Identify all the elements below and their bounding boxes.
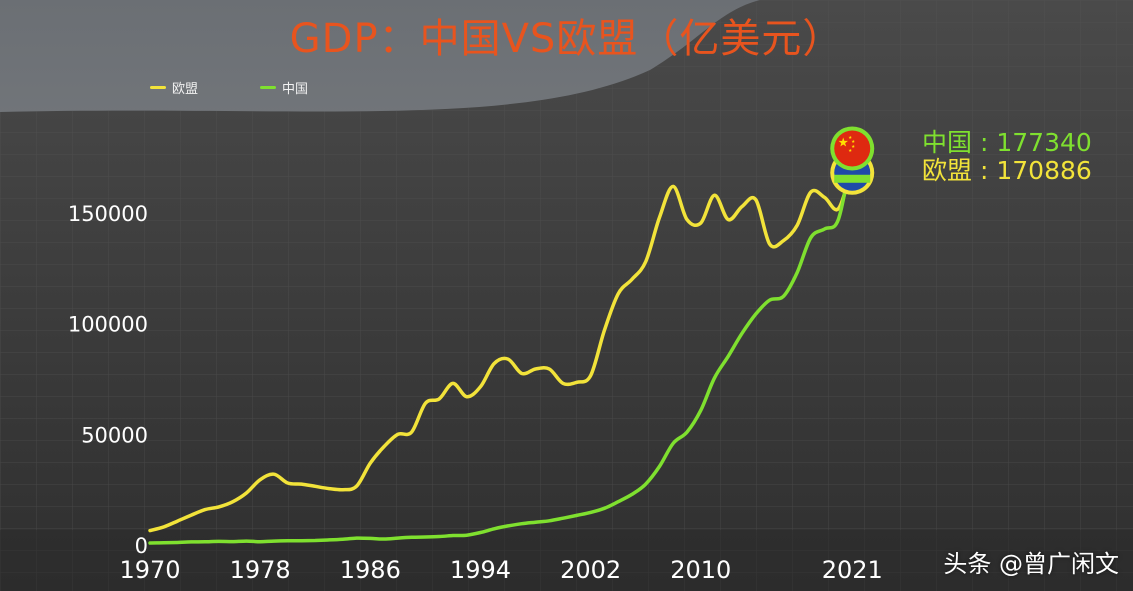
readout-eu-label: 欧盟	[922, 156, 973, 185]
legend-label-china: 中国	[282, 82, 309, 97]
china-flag-icon	[830, 126, 875, 171]
series-line-china	[148, 150, 854, 545]
legend-swatch-china	[260, 86, 277, 89]
series-line-eu	[148, 165, 854, 533]
legend-item-eu: 欧盟	[150, 78, 198, 97]
y-tick-label: 100000	[68, 313, 148, 337]
legend-label-eu: 欧盟	[172, 82, 199, 97]
y-tick-label: 50000	[81, 423, 148, 447]
x-tick-label: 1970	[119, 556, 180, 584]
readout-eu-separator: :	[979, 156, 989, 185]
end-markers	[830, 126, 875, 195]
legend: 欧盟 中国	[150, 78, 308, 97]
y-tick-label: 0	[135, 534, 148, 558]
y-tick-label: 150000	[68, 202, 148, 226]
value-readout: 中国 : 177340 欧盟 : 170886	[922, 129, 1092, 185]
readout-china-label: 中国	[922, 128, 973, 157]
readout-eu-value: 170886	[996, 156, 1092, 185]
x-axis-ticks: 1970 1978 1986 1994 2002 2010 2021	[119, 556, 882, 584]
legend-item-china: 中国	[260, 78, 308, 97]
x-tick-label: 2021	[822, 556, 883, 584]
x-tick-label: 2002	[560, 556, 621, 584]
series-lines	[148, 150, 854, 545]
chart-title: GDP：中国VS欧盟（亿美元）	[289, 16, 844, 62]
readout-china-separator: :	[979, 128, 989, 157]
y-axis-ticks: 0 50000 100000 150000	[68, 202, 148, 558]
watermark: 头条 @曾广闲文	[943, 550, 1119, 578]
x-tick-label: 1986	[340, 556, 401, 584]
legend-swatch-eu	[150, 86, 166, 89]
readout-eu: 欧盟 : 170886	[922, 157, 1092, 185]
readout-china-value: 177340	[996, 128, 1092, 157]
x-tick-label: 2010	[670, 556, 731, 584]
x-tick-label: 1994	[450, 556, 511, 584]
x-tick-label: 1978	[230, 556, 291, 584]
readout-china: 中国 : 177340	[922, 129, 1092, 157]
